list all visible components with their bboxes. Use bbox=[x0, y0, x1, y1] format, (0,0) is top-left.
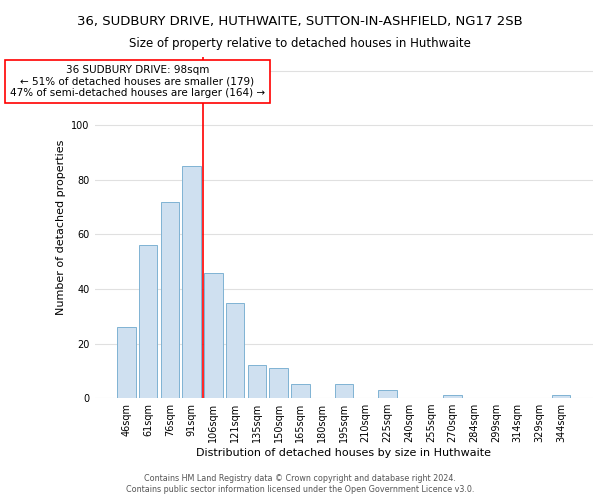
Text: 36, SUDBURY DRIVE, HUTHWAITE, SUTTON-IN-ASHFIELD, NG17 2SB: 36, SUDBURY DRIVE, HUTHWAITE, SUTTON-IN-… bbox=[77, 15, 523, 28]
Bar bbox=[204, 272, 223, 398]
Bar bbox=[291, 384, 310, 398]
Y-axis label: Number of detached properties: Number of detached properties bbox=[56, 140, 65, 315]
Text: Contains HM Land Registry data © Crown copyright and database right 2024.
Contai: Contains HM Land Registry data © Crown c… bbox=[126, 474, 474, 494]
Bar bbox=[269, 368, 288, 398]
Bar bbox=[552, 396, 571, 398]
Bar bbox=[161, 202, 179, 398]
Text: Size of property relative to detached houses in Huthwaite: Size of property relative to detached ho… bbox=[129, 38, 471, 51]
Bar bbox=[117, 327, 136, 398]
Bar bbox=[182, 166, 201, 398]
Bar bbox=[248, 366, 266, 398]
Bar bbox=[226, 302, 244, 398]
Bar bbox=[378, 390, 397, 398]
Bar bbox=[139, 246, 157, 398]
Text: 36 SUDBURY DRIVE: 98sqm
← 51% of detached houses are smaller (179)
47% of semi-d: 36 SUDBURY DRIVE: 98sqm ← 51% of detache… bbox=[10, 65, 265, 98]
X-axis label: Distribution of detached houses by size in Huthwaite: Distribution of detached houses by size … bbox=[196, 448, 491, 458]
Bar bbox=[335, 384, 353, 398]
Bar bbox=[443, 396, 462, 398]
